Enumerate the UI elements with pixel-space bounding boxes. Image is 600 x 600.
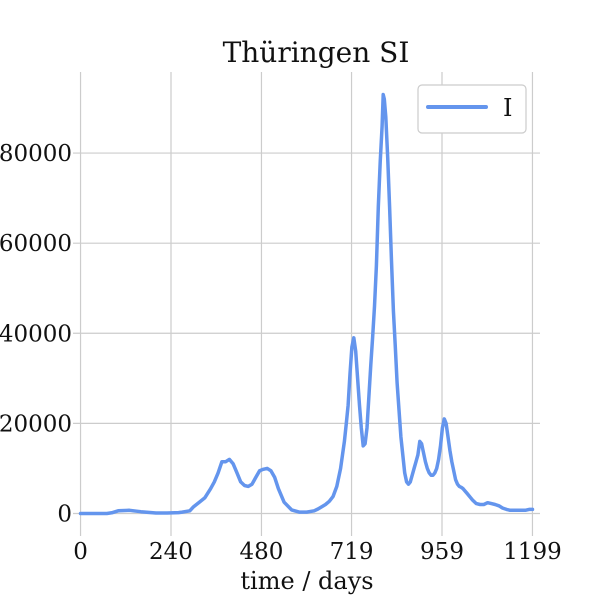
legend: I xyxy=(417,84,527,134)
series-lines xyxy=(78,92,535,516)
chart-title: Thüringen SI xyxy=(223,36,410,69)
y-tick-label: 80000 xyxy=(0,141,72,167)
legend-label: I xyxy=(503,94,512,122)
grid-lines xyxy=(73,72,540,536)
y-tick-label: 40000 xyxy=(0,321,72,347)
y-tick-label: 60000 xyxy=(0,231,72,257)
x-tick-labels: 0 240 480 719 959 1199 xyxy=(73,539,562,565)
x-tick-label: 480 xyxy=(240,539,284,565)
y-tick-label: 20000 xyxy=(0,411,72,437)
x-tick-label: 719 xyxy=(330,539,374,565)
x-tick-label: 240 xyxy=(149,539,193,565)
x-axis-label: time / days xyxy=(240,567,373,595)
series-line-I xyxy=(78,92,535,516)
x-tick-label: 1199 xyxy=(503,539,562,565)
y-tick-label: 0 xyxy=(57,501,72,527)
x-tick-label: 0 xyxy=(73,539,88,565)
y-tick-labels: 0 20000 40000 60000 80000 xyxy=(0,141,72,527)
x-tick-label: 959 xyxy=(420,539,464,565)
